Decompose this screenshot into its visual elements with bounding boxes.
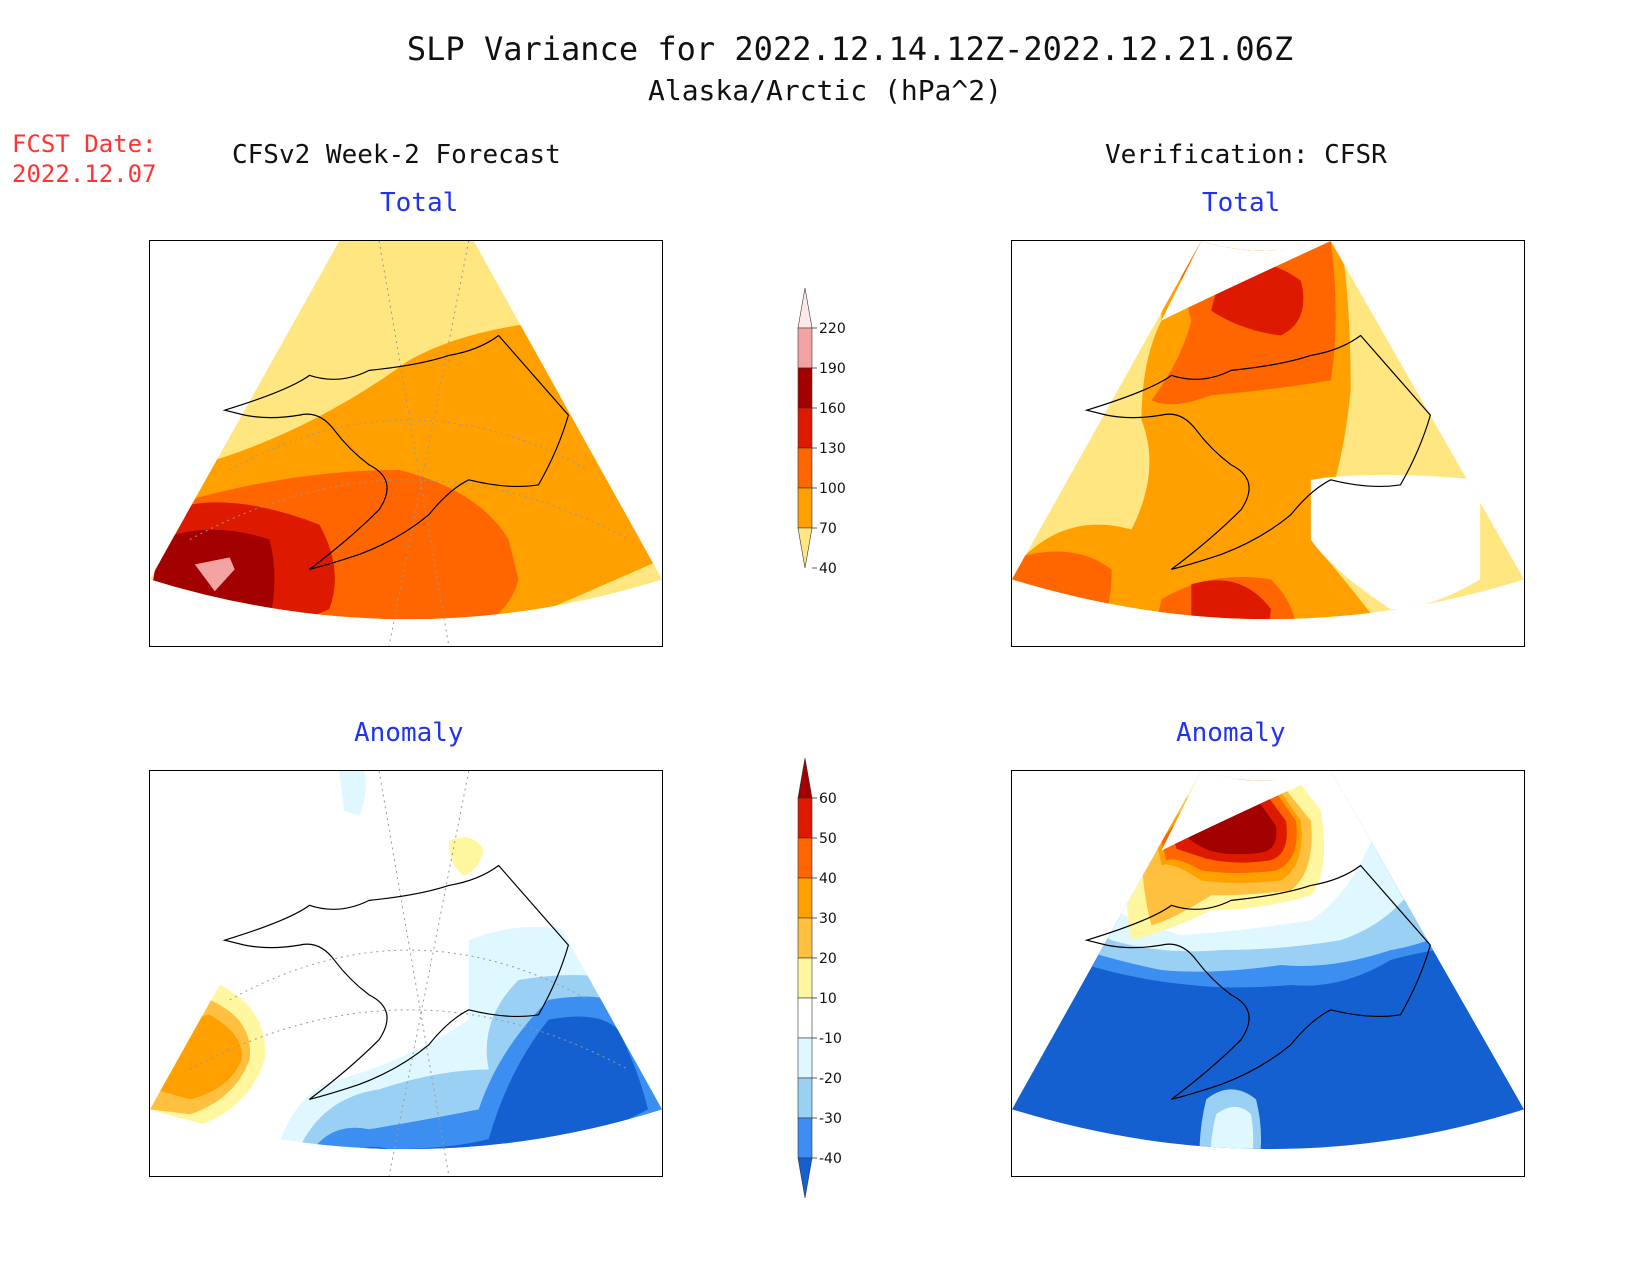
total-colorbar-swatch — [797, 447, 813, 489]
forecast-total-map — [149, 240, 663, 647]
anomaly-colorbar-swatch — [797, 1157, 813, 1199]
contour-130-160 — [1191, 580, 1271, 620]
verification-total-map — [1011, 240, 1525, 647]
total-colorbar-tick-label: 70 — [819, 521, 837, 537]
forecast-column-header: CFSv2 Week-2 Forecast — [232, 140, 561, 170]
anomaly-colorbar-swatch — [797, 1117, 813, 1159]
anomaly-colorbar-tick-label: -10 — [819, 1031, 842, 1047]
anomaly-colorbar-swatch — [797, 837, 813, 879]
anomaly-colorbar-tick-label: 20 — [819, 951, 837, 967]
contour-minus10-minus20 — [339, 771, 366, 816]
alaska-coastline — [1084, 864, 1432, 1100]
forecast-total-label: Total — [380, 188, 459, 218]
anomaly-colorbar-swatch — [797, 757, 813, 799]
verification-anomaly-map — [1011, 770, 1525, 1177]
contour-below-40 — [1310, 474, 1481, 610]
anomaly-colorbar-tick-label: 30 — [819, 911, 837, 927]
graticule — [189, 241, 629, 646]
fcst-date-label: FCST Date: — [12, 130, 157, 158]
anomaly-colorbar-tick-label: -20 — [819, 1071, 842, 1087]
total-colorbar-tick-label: 160 — [819, 401, 846, 417]
contour-190-220 — [194, 557, 235, 592]
total-colorbar-swatch — [797, 287, 813, 329]
anomaly-colorbar-swatch — [797, 877, 813, 919]
total-colorbar-swatch — [797, 327, 813, 369]
anomaly-colorbar-swatch — [797, 957, 813, 999]
anomaly-colorbar-swatch — [797, 917, 813, 959]
total-colorbar-tick-label: 130 — [819, 441, 846, 457]
anomaly-colorbar-tick-label: 40 — [819, 871, 837, 887]
anomaly-colorbar-tick-label: 10 — [819, 991, 837, 1007]
total-colorbar-swatch — [797, 407, 813, 449]
total-colorbar-tick-label: 40 — [819, 561, 837, 577]
total-colorbar-swatch — [797, 367, 813, 409]
contour-100-130 — [1012, 551, 1112, 620]
anomaly-colorbar-swatch — [797, 997, 813, 1039]
verification-total-label: Total — [1202, 188, 1281, 218]
anomaly-colorbar-tick-label: -30 — [819, 1111, 842, 1127]
forecast-anomaly-map — [149, 770, 663, 1177]
anomaly-colorbar-swatch — [797, 1077, 813, 1119]
anomaly-colorbar: 60 50 40 30 20 10 -10 -20 -30 -40 — [797, 757, 842, 1199]
total-colorbar-tick-label: 220 — [819, 321, 846, 337]
chart-title: SLP Variance for 2022.12.14.12Z-2022.12.… — [406, 30, 1294, 68]
alaska-coastline — [222, 334, 570, 570]
alaska-coastline — [222, 864, 570, 1100]
total-colorbar-tick-label: 190 — [819, 361, 846, 377]
anomaly-colorbar-swatch — [797, 1037, 813, 1079]
anomaly-colorbar-tick-label: 50 — [819, 831, 837, 847]
anomaly-colorbar-tick-label: -40 — [819, 1151, 842, 1167]
chart-subtitle: Alaska/Arctic (hPa^2) — [647, 74, 1002, 107]
fcst-date-value: 2022.12.07 — [12, 160, 157, 188]
contour-30-40 — [154, 1014, 242, 1100]
alaska-coastline — [1084, 334, 1432, 570]
graticule — [189, 771, 629, 1176]
total-colorbar-swatch — [797, 487, 813, 529]
anomaly-colorbar-swatch — [797, 797, 813, 839]
contour-minus10-minus20 — [1210, 1106, 1254, 1150]
total-colorbar-swatch — [797, 527, 813, 569]
forecast-anomaly-label: Anomaly — [354, 718, 464, 748]
anomaly-colorbar-tick-label: 60 — [819, 791, 837, 807]
contour-10-20 — [448, 837, 484, 876]
verification-column-header: Verification: CFSR — [1105, 140, 1387, 170]
total-colorbar: 220 190 160 130 100 70 40 — [797, 287, 846, 577]
total-colorbar-tick-label: 100 — [819, 481, 846, 497]
verification-anomaly-label: Anomaly — [1176, 718, 1286, 748]
